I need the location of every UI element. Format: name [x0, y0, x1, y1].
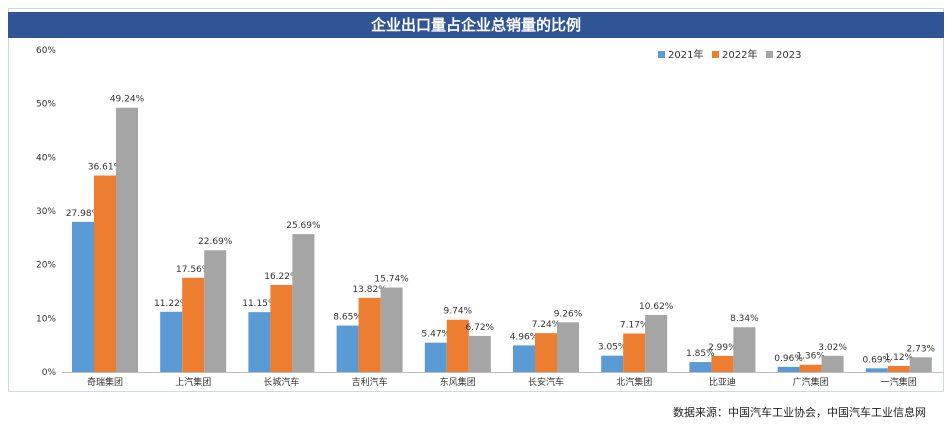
bar-2023 — [204, 250, 227, 372]
data-label: 17.56% — [176, 265, 211, 275]
bar-2021 — [865, 368, 888, 372]
category-label: 广汽集团 — [793, 376, 829, 388]
data-label: 13.82% — [352, 285, 387, 295]
y-tick-label: 30% — [36, 207, 56, 217]
bar-2022 — [711, 355, 734, 372]
y-tick-label: 10% — [36, 314, 56, 324]
data-label: 25.69% — [286, 221, 321, 231]
data-label: 22.69% — [198, 237, 233, 247]
source-note: 数据来源：中国汽车工业协会，中国汽车工业信息网 — [673, 406, 926, 419]
y-tick-label: 60% — [36, 46, 56, 56]
bar-2021 — [777, 366, 800, 372]
data-label: 15.74% — [374, 275, 409, 285]
bar-2023 — [116, 107, 138, 372]
category-label: 奇瑞集团 — [87, 376, 123, 388]
data-label: 10.62% — [639, 302, 674, 312]
y-tick-label: 50% — [36, 100, 56, 110]
bar-2023 — [380, 287, 403, 372]
bar-2021 — [513, 345, 535, 372]
bar-2021 — [336, 325, 359, 372]
data-label: 2.99% — [708, 343, 737, 353]
data-label: 8.65% — [333, 313, 362, 323]
data-label: 9.74% — [444, 307, 473, 317]
data-label: 49.24% — [110, 95, 145, 105]
data-label: 1.12% — [885, 353, 914, 363]
bar-2023 — [909, 357, 932, 372]
data-label: 3.02% — [818, 343, 847, 353]
data-label: 16.22% — [264, 272, 299, 282]
category-label: 东风集团 — [440, 376, 476, 388]
y-tick-label: 0% — [42, 368, 57, 378]
bar-2023 — [557, 322, 579, 372]
bar-2021 — [72, 221, 94, 372]
bar-2023 — [292, 234, 315, 372]
bar-2022 — [799, 364, 822, 372]
bar-2021 — [424, 342, 447, 372]
bar-chart: 0% 10% 20% 30% 40% 50% 60% 27.98% 36.61% 49.24% 奇瑞… — [36, 46, 944, 388]
data-label: 3.05% — [598, 343, 627, 353]
bar-2023 — [821, 355, 844, 372]
bar-2022 — [535, 333, 557, 372]
y-tick-label: 40% — [36, 153, 56, 163]
bar-2022 — [94, 175, 116, 372]
category-label: 北汽集团 — [616, 376, 652, 388]
data-label: 5.47% — [422, 330, 451, 340]
legend-label: 2023 — [776, 50, 801, 61]
category-label: 吉利汽车 — [352, 376, 388, 388]
legend-label: 2022年 — [722, 48, 757, 61]
bar-2022 — [358, 297, 381, 372]
bar-2022 — [446, 319, 469, 372]
legend-swatch — [766, 51, 773, 58]
bar-2023 — [733, 327, 756, 372]
category-label: 长城汽车 — [263, 376, 299, 388]
bar-2022 — [623, 333, 646, 372]
data-label: 0.69% — [863, 355, 892, 365]
bar-2021 — [248, 312, 271, 372]
data-label: 8.34% — [730, 314, 759, 324]
bar-2021 — [601, 355, 624, 372]
bar-2021 — [160, 311, 183, 372]
category-label: 比亚迪 — [709, 376, 736, 388]
bar-2022 — [887, 365, 910, 372]
category-label: 上汽集团 — [175, 376, 211, 388]
data-label: 9.26% — [554, 309, 583, 319]
legend-swatch — [712, 51, 719, 58]
legend-swatch — [658, 51, 665, 58]
category-label: 长安汽车 — [528, 376, 564, 388]
bar-2022 — [182, 277, 205, 372]
bar-2021 — [689, 362, 712, 372]
data-label: 11.15% — [242, 299, 277, 309]
data-label: 1.85% — [686, 349, 715, 359]
bar-2023 — [468, 335, 491, 372]
data-label: 6.72% — [466, 323, 495, 333]
data-label: 7.17% — [620, 321, 649, 331]
data-label: 11.22% — [154, 299, 189, 309]
y-tick-label: 20% — [36, 261, 56, 271]
bar-2023 — [645, 315, 668, 372]
data-label: 27.98% — [66, 209, 101, 219]
data-label: 0.96% — [774, 354, 803, 364]
data-label: 7.24% — [532, 320, 561, 330]
category-label: 一汽集团 — [881, 376, 917, 388]
bar-2022 — [270, 284, 293, 372]
data-label: 1.36% — [796, 352, 825, 362]
chart-title: 企业出口量占企业总销量的比例 — [8, 12, 944, 38]
legend-label: 2021年 — [668, 48, 703, 61]
data-label: 36.61% — [88, 163, 123, 173]
data-label: 2.73% — [907, 344, 936, 354]
data-label: 4.96% — [510, 332, 539, 342]
